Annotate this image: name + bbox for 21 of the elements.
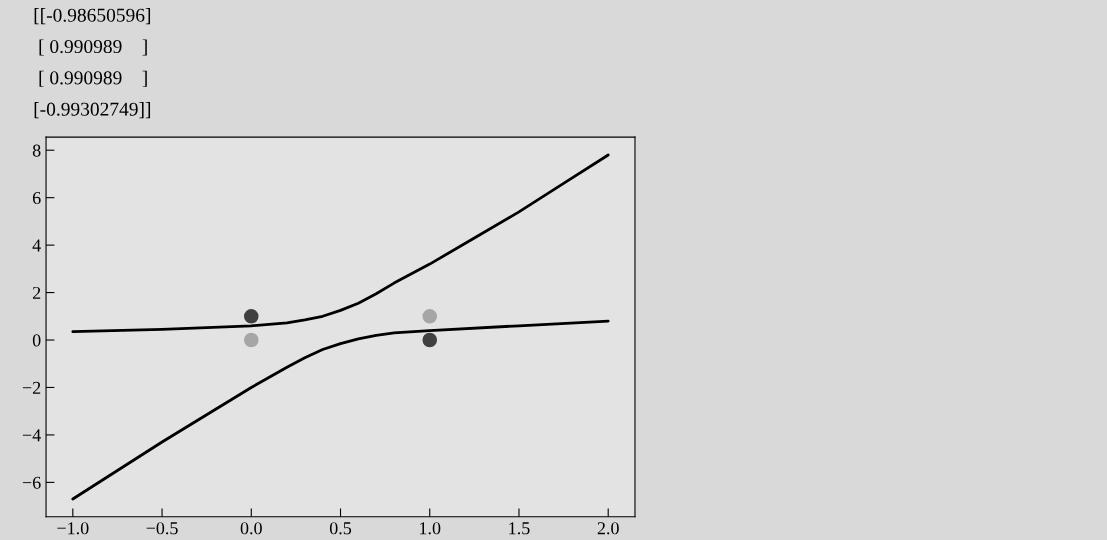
x-tick-label: −1.0 (57, 522, 89, 535)
x-tick-label: −0.5 (146, 522, 178, 535)
line-series (71, 319, 610, 501)
text: [ 0.990989 ] (39, 70, 147, 87)
text: [ 0.990989 ] (39, 39, 147, 56)
x-tick-label: 2.0 (597, 522, 619, 535)
x-tick-label: 0.0 (240, 522, 262, 535)
y-tick-label: 2 (32, 286, 41, 299)
text: [-0.99302749]] (34, 102, 151, 119)
x-tick-label: 1.5 (509, 522, 530, 535)
y-tick-label: −2 (22, 381, 41, 394)
y-tick-label: −4 (22, 429, 41, 442)
y-tick-label: 4 (32, 239, 41, 252)
text: [[-0.98650596] (34, 8, 151, 25)
x-tick-label: 0.5 (329, 522, 352, 535)
x-tick-label: 1.0 (420, 522, 441, 535)
y-tick-label: −6 (22, 476, 41, 489)
y-tick-label: 6 (32, 191, 41, 205)
y-tick-label: 8 (32, 144, 41, 157)
line-series (71, 153, 610, 334)
y-tick-label: 0 (32, 334, 41, 347)
